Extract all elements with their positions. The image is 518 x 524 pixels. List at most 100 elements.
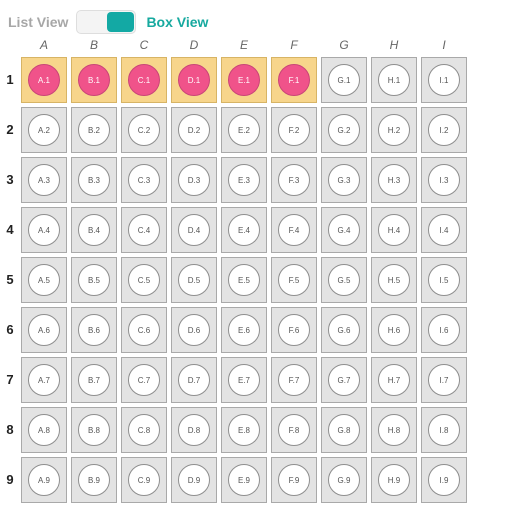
plate-cell-i6[interactable]: I.6 (421, 307, 467, 353)
plate-cell-i8[interactable]: I.8 (421, 407, 467, 453)
well-d5[interactable]: D.5 (178, 264, 210, 296)
plate-cell-b9[interactable]: B.9 (71, 457, 117, 503)
plate-cell-f4[interactable]: F.4 (271, 207, 317, 253)
plate-cell-g5[interactable]: G.5 (321, 257, 367, 303)
plate-cell-h8[interactable]: H.8 (371, 407, 417, 453)
well-e5[interactable]: E.5 (228, 264, 260, 296)
plate-cell-a6[interactable]: A.6 (21, 307, 67, 353)
well-h6[interactable]: H.6 (378, 314, 410, 346)
well-b3[interactable]: B.3 (78, 164, 110, 196)
plate-cell-d6[interactable]: D.6 (171, 307, 217, 353)
plate-cell-a2[interactable]: A.2 (21, 107, 67, 153)
plate-cell-b4[interactable]: B.4 (71, 207, 117, 253)
well-b8[interactable]: B.8 (78, 414, 110, 446)
plate-cell-a4[interactable]: A.4 (21, 207, 67, 253)
plate-cell-e3[interactable]: E.3 (221, 157, 267, 203)
plate-cell-c9[interactable]: C.9 (121, 457, 167, 503)
plate-cell-b6[interactable]: B.6 (71, 307, 117, 353)
plate-cell-i3[interactable]: I.3 (421, 157, 467, 203)
plate-cell-b1[interactable]: B.1 (71, 57, 117, 103)
plate-cell-a9[interactable]: A.9 (21, 457, 67, 503)
well-e8[interactable]: E.8 (228, 414, 260, 446)
well-b7[interactable]: B.7 (78, 364, 110, 396)
plate-cell-e6[interactable]: E.6 (221, 307, 267, 353)
plate-cell-e1[interactable]: E.1 (221, 57, 267, 103)
plate-cell-b7[interactable]: B.7 (71, 357, 117, 403)
well-c9[interactable]: C.9 (128, 464, 160, 496)
plate-cell-i4[interactable]: I.4 (421, 207, 467, 253)
plate-cell-f5[interactable]: F.5 (271, 257, 317, 303)
well-g8[interactable]: G.8 (328, 414, 360, 446)
plate-cell-f2[interactable]: F.2 (271, 107, 317, 153)
plate-cell-c8[interactable]: C.8 (121, 407, 167, 453)
plate-cell-f6[interactable]: F.6 (271, 307, 317, 353)
plate-cell-h5[interactable]: H.5 (371, 257, 417, 303)
plate-cell-h9[interactable]: H.9 (371, 457, 417, 503)
plate-cell-g3[interactable]: G.3 (321, 157, 367, 203)
plate-cell-c6[interactable]: C.6 (121, 307, 167, 353)
well-a4[interactable]: A.4 (28, 214, 60, 246)
plate-cell-f7[interactable]: F.7 (271, 357, 317, 403)
plate-cell-c5[interactable]: C.5 (121, 257, 167, 303)
view-toggle-switch[interactable] (76, 10, 137, 34)
well-d8[interactable]: D.8 (178, 414, 210, 446)
well-e7[interactable]: E.7 (228, 364, 260, 396)
well-g7[interactable]: G.7 (328, 364, 360, 396)
well-i5[interactable]: I.5 (428, 264, 460, 296)
plate-cell-f1[interactable]: F.1 (271, 57, 317, 103)
plate-cell-i7[interactable]: I.7 (421, 357, 467, 403)
well-i8[interactable]: I.8 (428, 414, 460, 446)
well-f3[interactable]: F.3 (278, 164, 310, 196)
plate-cell-d4[interactable]: D.4 (171, 207, 217, 253)
well-i7[interactable]: I.7 (428, 364, 460, 396)
plate-cell-a7[interactable]: A.7 (21, 357, 67, 403)
plate-cell-e2[interactable]: E.2 (221, 107, 267, 153)
plate-cell-h1[interactable]: H.1 (371, 57, 417, 103)
well-g6[interactable]: G.6 (328, 314, 360, 346)
well-d4[interactable]: D.4 (178, 214, 210, 246)
plate-cell-d8[interactable]: D.8 (171, 407, 217, 453)
well-h2[interactable]: H.2 (378, 114, 410, 146)
well-i6[interactable]: I.6 (428, 314, 460, 346)
well-e9[interactable]: E.9 (228, 464, 260, 496)
plate-cell-b8[interactable]: B.8 (71, 407, 117, 453)
plate-cell-g4[interactable]: G.4 (321, 207, 367, 253)
plate-cell-a8[interactable]: A.8 (21, 407, 67, 453)
well-h9[interactable]: H.9 (378, 464, 410, 496)
well-e1[interactable]: E.1 (228, 64, 260, 96)
well-i2[interactable]: I.2 (428, 114, 460, 146)
well-a5[interactable]: A.5 (28, 264, 60, 296)
plate-cell-b2[interactable]: B.2 (71, 107, 117, 153)
well-h5[interactable]: H.5 (378, 264, 410, 296)
well-c3[interactable]: C.3 (128, 164, 160, 196)
plate-cell-f3[interactable]: F.3 (271, 157, 317, 203)
well-c1[interactable]: C.1 (128, 64, 160, 96)
plate-cell-h7[interactable]: H.7 (371, 357, 417, 403)
well-g3[interactable]: G.3 (328, 164, 360, 196)
plate-cell-a3[interactable]: A.3 (21, 157, 67, 203)
plate-cell-e5[interactable]: E.5 (221, 257, 267, 303)
well-a8[interactable]: A.8 (28, 414, 60, 446)
well-f1[interactable]: F.1 (278, 64, 310, 96)
plate-cell-i5[interactable]: I.5 (421, 257, 467, 303)
well-f4[interactable]: F.4 (278, 214, 310, 246)
plate-cell-f9[interactable]: F.9 (271, 457, 317, 503)
plate-cell-d7[interactable]: D.7 (171, 357, 217, 403)
well-a6[interactable]: A.6 (28, 314, 60, 346)
plate-cell-b3[interactable]: B.3 (71, 157, 117, 203)
well-f2[interactable]: F.2 (278, 114, 310, 146)
plate-cell-i1[interactable]: I.1 (421, 57, 467, 103)
well-e2[interactable]: E.2 (228, 114, 260, 146)
plate-cell-d1[interactable]: D.1 (171, 57, 217, 103)
well-f5[interactable]: F.5 (278, 264, 310, 296)
plate-cell-d9[interactable]: D.9 (171, 457, 217, 503)
plate-cell-h2[interactable]: H.2 (371, 107, 417, 153)
plate-cell-a1[interactable]: A.1 (21, 57, 67, 103)
plate-cell-d5[interactable]: D.5 (171, 257, 217, 303)
well-h3[interactable]: H.3 (378, 164, 410, 196)
box-view-label[interactable]: Box View (146, 14, 209, 30)
plate-cell-g7[interactable]: G.7 (321, 357, 367, 403)
well-g9[interactable]: G.9 (328, 464, 360, 496)
plate-cell-e8[interactable]: E.8 (221, 407, 267, 453)
well-c6[interactable]: C.6 (128, 314, 160, 346)
